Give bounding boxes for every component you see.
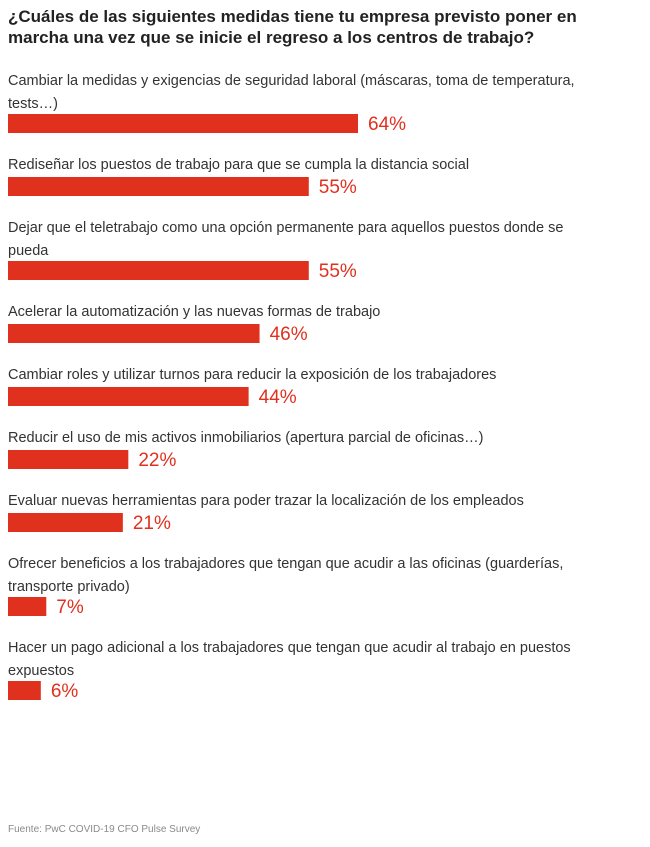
category-label: Evaluar nuevas herramientas para poder t… (8, 493, 524, 509)
bar (8, 114, 358, 133)
source-note: Fuente: PwC COVID-19 CFO Pulse Survey (8, 824, 201, 835)
category-label: Dejar que el teletrabajo como una opción… (8, 220, 563, 236)
bar (8, 261, 309, 280)
category-label: Reducir el uso de mis activos inmobiliar… (8, 430, 483, 446)
bar (8, 324, 260, 343)
category-label: Rediseñar los puestos de trabajo para qu… (8, 157, 469, 173)
category-label: Acelerar la automatización y las nuevas … (8, 304, 380, 320)
value-label: 22% (138, 450, 176, 471)
value-label: 6% (51, 681, 79, 702)
category-label: Ofrecer beneficios a los trabajadores qu… (8, 556, 563, 572)
category-label: expuestos (8, 663, 74, 679)
bar (8, 450, 129, 469)
category-label: pueda (8, 243, 49, 259)
value-label: 44% (259, 387, 297, 408)
bar (8, 177, 309, 196)
bar (8, 513, 123, 532)
bar (8, 681, 41, 700)
value-label: 21% (133, 513, 171, 534)
value-label: 64% (368, 114, 406, 135)
chart-title: ¿Cuáles de las siguientes medidas tiene … (8, 7, 577, 47)
category-label: Hacer un pago adicional a los trabajador… (8, 640, 571, 656)
value-label: 7% (56, 597, 84, 618)
value-label: 55% (319, 261, 357, 282)
category-label: Cambiar la medidas y exigencias de segur… (8, 73, 575, 89)
value-label: 55% (319, 177, 357, 198)
bar (8, 387, 249, 406)
category-label: tests…) (8, 96, 58, 112)
value-label: 46% (270, 324, 308, 345)
bar (8, 597, 47, 616)
category-label: Cambiar roles y utilizar turnos para red… (8, 367, 496, 383)
category-label: transporte privado) (8, 579, 130, 595)
